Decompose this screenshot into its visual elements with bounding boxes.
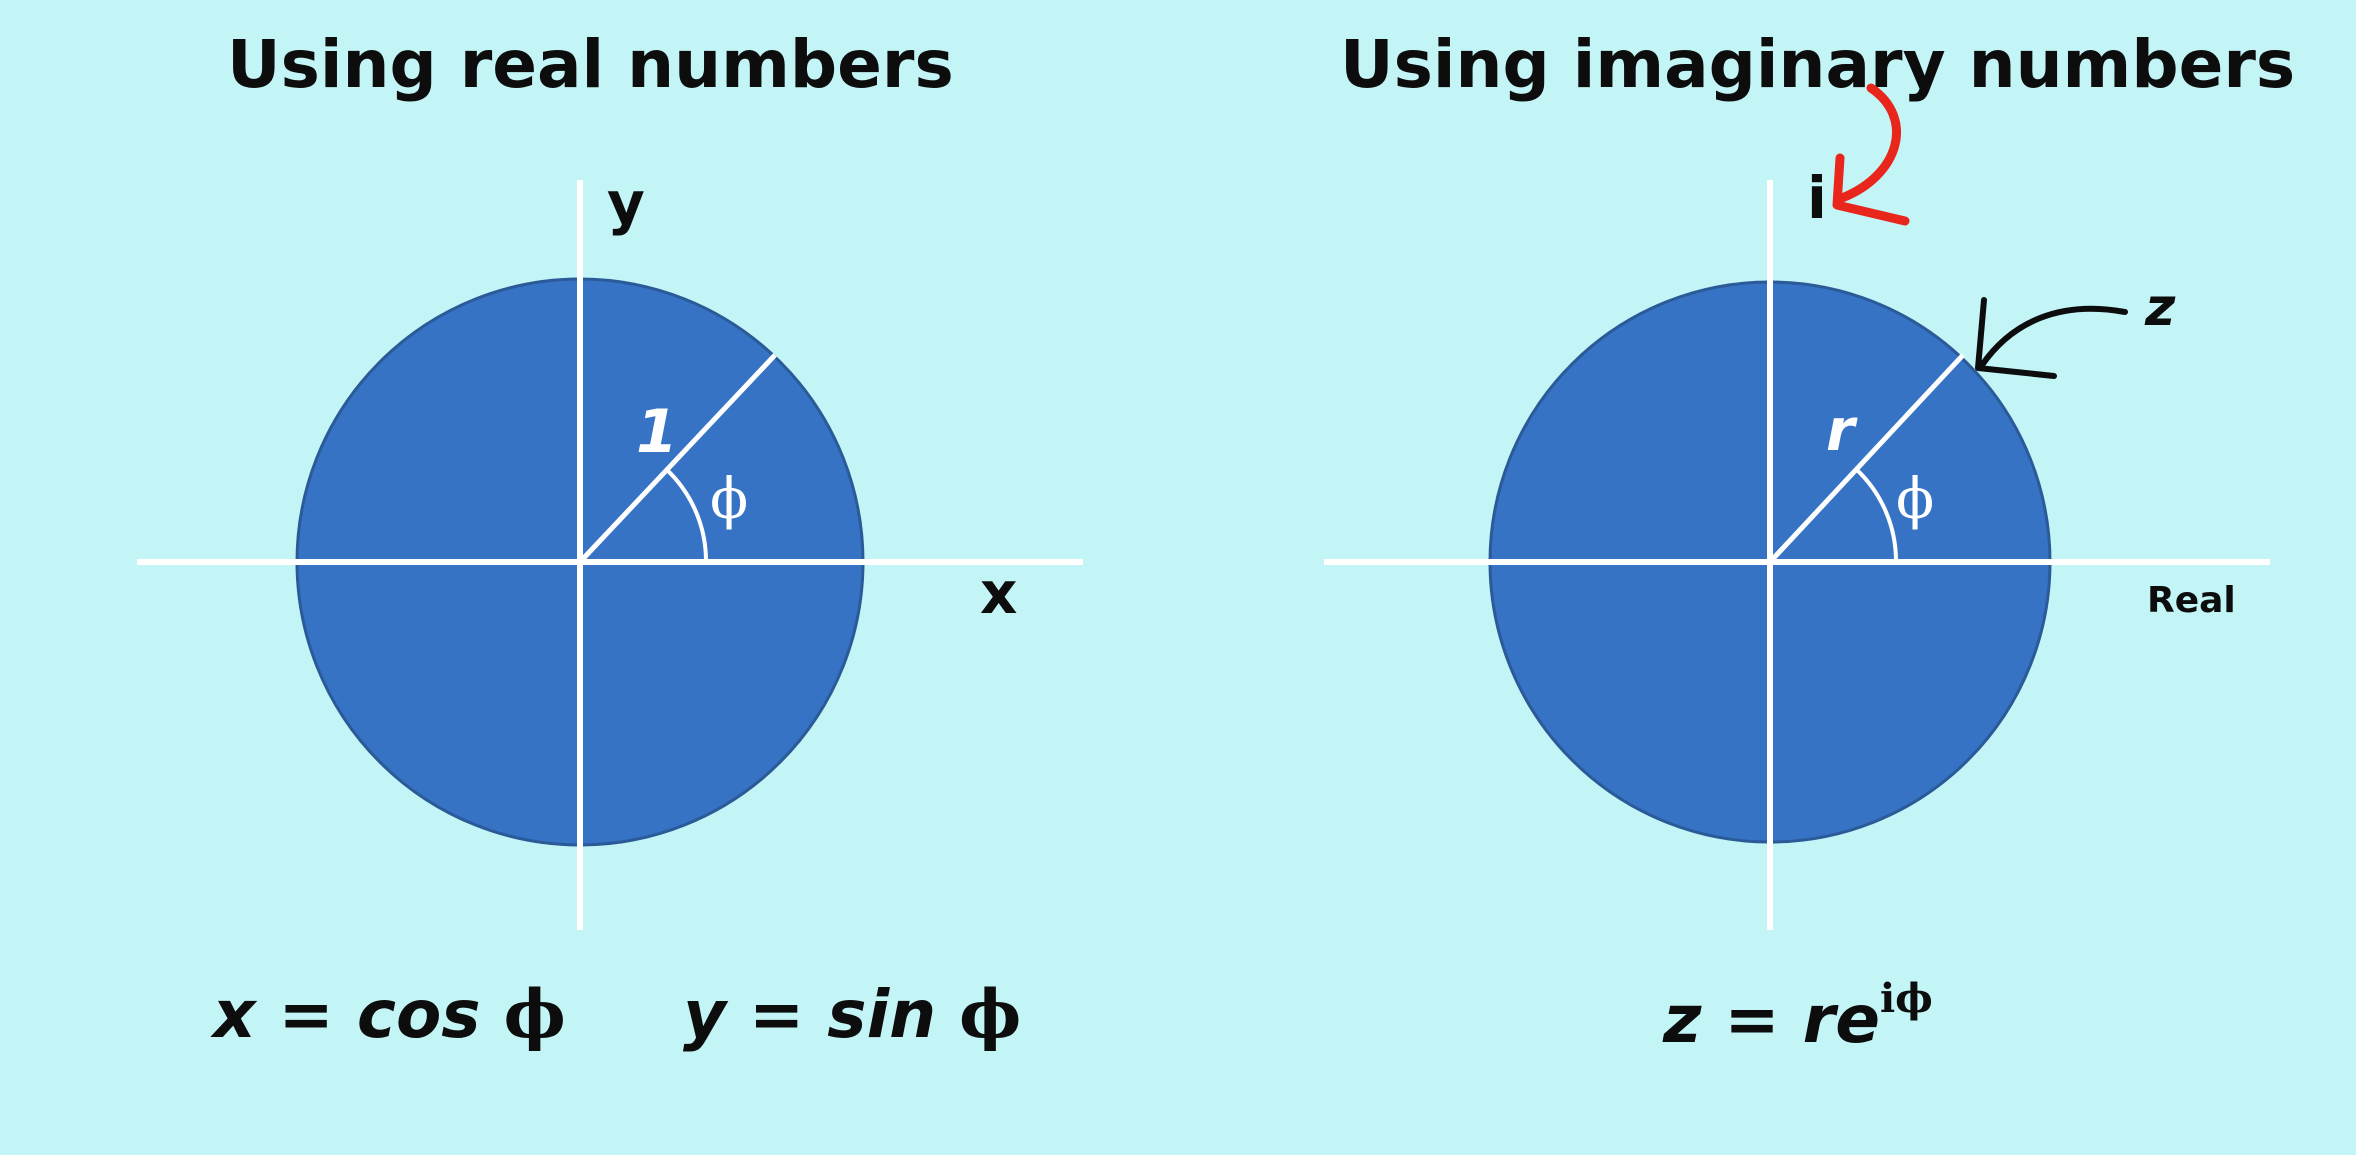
red-arrow-icon (1832, 83, 1910, 226)
equation-z-text: z = re (1663, 981, 1880, 1058)
left-x-axis-label: x (980, 559, 1017, 627)
left-panel-title: Using real numbers (227, 26, 954, 103)
equation-z-exponent: iϕ (1879, 975, 1933, 1022)
right-angle-arc (1854, 467, 1899, 563)
equation-y-phi: ϕ (959, 975, 1022, 1053)
equation-y-sin: y = sin ϕ (683, 975, 1021, 1053)
left-angle-arc (664, 467, 709, 563)
equation-x-cos: x = cos ϕ (213, 975, 566, 1053)
right-radius-label: r (1826, 396, 1858, 464)
left-y-axis-label: y (607, 169, 645, 237)
left-angle-label: ϕ (710, 467, 748, 532)
right-panel-title: Using imaginary numbers (1340, 26, 2296, 103)
equation-x-phi: ϕ (503, 975, 566, 1053)
equation-x-text: x = cos (213, 976, 504, 1053)
equation-y-text: y = sin (683, 976, 960, 1053)
left-unit-circle-diagram: y x 1 ϕ (137, 169, 1083, 930)
right-complex-plane-diagram: i Real r ϕ z (1324, 83, 2270, 930)
point-z-label: z (2144, 278, 2176, 338)
left-radius-line (578, 353, 777, 564)
pointer-arrow-icon (1975, 297, 2128, 379)
equation-z-polar: z = reiϕ (1663, 975, 1933, 1058)
left-radius-label: 1 (636, 397, 678, 467)
real-axis-label: Real (2147, 580, 2236, 621)
right-radius-line (1768, 353, 1965, 564)
imaginary-axis-label: i (1807, 164, 1827, 232)
right-angle-label: ϕ (1896, 467, 1934, 532)
